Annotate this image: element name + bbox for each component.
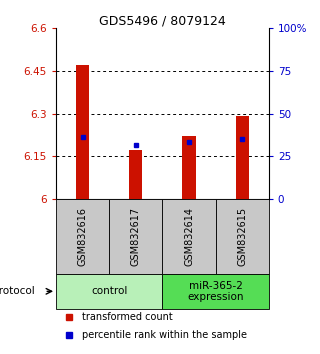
Bar bbox=[109, 199, 163, 274]
Bar bbox=[129, 150, 142, 199]
Text: GSM832617: GSM832617 bbox=[131, 207, 141, 266]
Bar bbox=[163, 274, 269, 309]
Bar bbox=[76, 65, 89, 199]
Text: protocol: protocol bbox=[0, 286, 35, 296]
Bar bbox=[56, 199, 109, 274]
Text: GSM832616: GSM832616 bbox=[77, 207, 88, 266]
Bar bbox=[236, 116, 249, 199]
Text: GSM832614: GSM832614 bbox=[184, 207, 194, 266]
Text: transformed count: transformed count bbox=[82, 312, 172, 322]
Text: control: control bbox=[91, 286, 127, 296]
Bar bbox=[216, 199, 269, 274]
Text: miR-365-2
expression: miR-365-2 expression bbox=[187, 280, 244, 302]
Text: GSM832615: GSM832615 bbox=[237, 207, 247, 266]
Bar bbox=[163, 199, 216, 274]
Bar bbox=[56, 274, 163, 309]
Bar bbox=[182, 136, 196, 199]
Text: percentile rank within the sample: percentile rank within the sample bbox=[82, 330, 246, 340]
Title: GDS5496 / 8079124: GDS5496 / 8079124 bbox=[99, 14, 226, 27]
